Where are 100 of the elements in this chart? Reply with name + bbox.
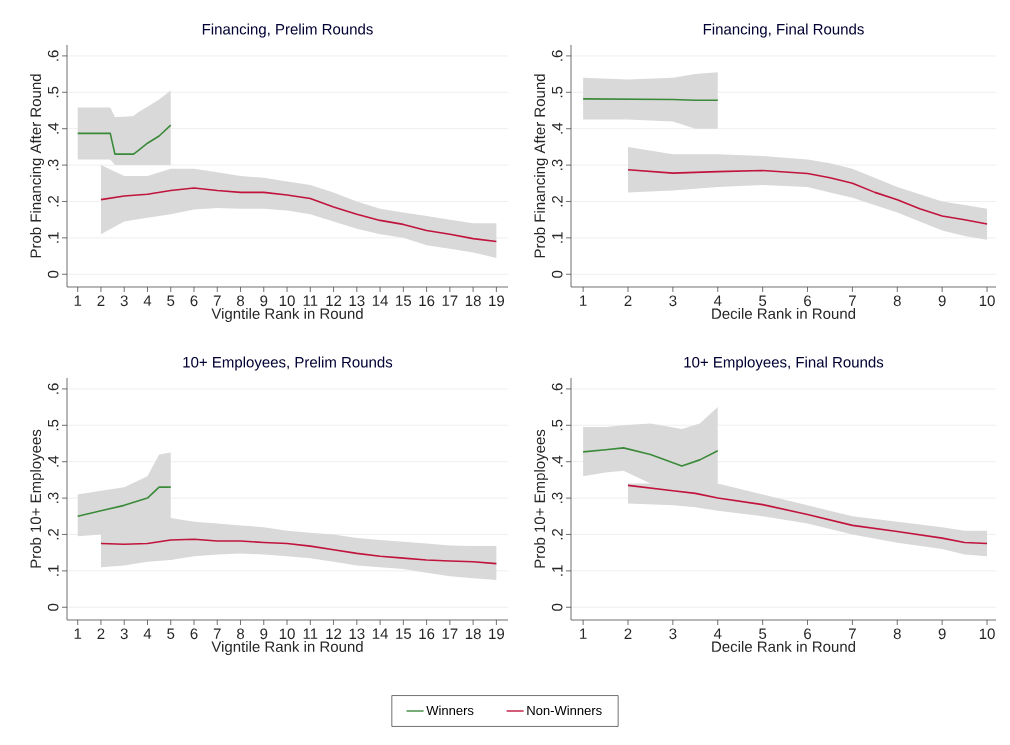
y-tick-label: .2 bbox=[48, 195, 59, 207]
x-tick-label: 11 bbox=[303, 628, 318, 639]
y-tick-label: .6 bbox=[551, 383, 563, 394]
x-tick-label: 13 bbox=[349, 295, 365, 307]
y-tick-label: .3 bbox=[47, 159, 59, 170]
y-tick-label: .5 bbox=[552, 86, 563, 98]
x-tick-label: 10 bbox=[279, 628, 295, 640]
x-tick-label: 2 bbox=[624, 295, 632, 306]
y-tick-label: .4 bbox=[552, 455, 563, 467]
x-tick-label: 17 bbox=[442, 628, 458, 639]
x-tick-label: 19 bbox=[489, 295, 504, 307]
y-tick-label: .6 bbox=[47, 50, 59, 61]
chart-title: Financing, Final Rounds bbox=[703, 23, 864, 38]
y-tick-label: 0 bbox=[47, 270, 59, 278]
x-tick-label: 15 bbox=[396, 295, 412, 306]
y-tick-label: .6 bbox=[551, 50, 563, 61]
y-tick-label: .5 bbox=[48, 419, 59, 431]
y-tick-label: .3 bbox=[551, 492, 563, 503]
y-tick-label: .4 bbox=[48, 122, 59, 134]
chart-title: 10+ Employees, Prelim Rounds bbox=[183, 356, 393, 371]
x-tick-label: 4 bbox=[143, 628, 152, 639]
y-tick-label: 0 bbox=[551, 270, 563, 278]
x-tick-label: 5 bbox=[167, 295, 175, 306]
y-tick-label: .4 bbox=[552, 122, 563, 134]
x-tick-label: 8 bbox=[893, 628, 901, 640]
chart-title: Financing, Prelim Rounds bbox=[202, 23, 373, 38]
y-tick-label: .5 bbox=[48, 86, 59, 98]
x-tick-label: 5 bbox=[167, 628, 175, 639]
y-tick-label: 0 bbox=[551, 603, 563, 611]
x-tick-label: 6 bbox=[804, 295, 812, 307]
y-axis-title: Prob Financing After Round bbox=[534, 74, 549, 258]
y-tick-label: .1 bbox=[552, 232, 563, 243]
x-tick-label: 13 bbox=[349, 628, 365, 640]
y-axis-title: Prob Financing After Round bbox=[30, 74, 45, 258]
x-tick-label: 5 bbox=[759, 295, 767, 306]
y-tick-label: .6 bbox=[47, 383, 59, 394]
x-tick-label: 6 bbox=[190, 628, 198, 640]
x-tick-label: 9 bbox=[938, 628, 946, 640]
x-tick-label: 14 bbox=[372, 295, 388, 306]
x-tick-label: 10 bbox=[979, 628, 995, 640]
y-tick-label: .4 bbox=[48, 455, 59, 467]
x-tick-label: 3 bbox=[669, 295, 677, 307]
line-series bbox=[100, 538, 498, 565]
x-tick-label: 16 bbox=[419, 295, 435, 307]
y-axis-title: Prob 10+ Employees bbox=[534, 429, 549, 568]
y-tick-label: .2 bbox=[48, 528, 59, 540]
x-tick-label: 1 bbox=[580, 295, 587, 306]
x-tick-label: 19 bbox=[489, 628, 504, 640]
x-tick-label: 3 bbox=[120, 295, 128, 307]
x-tick-label: 7 bbox=[848, 295, 856, 306]
x-tick-label: 5 bbox=[759, 628, 767, 639]
line-series bbox=[76, 486, 172, 518]
x-tick-label: 3 bbox=[669, 628, 677, 640]
x-tick-label: 2 bbox=[97, 628, 105, 639]
legend-label: Non-Winners bbox=[527, 705, 602, 716]
x-tick-label: 14 bbox=[372, 628, 388, 639]
x-axis-title: Decile Rank in Round bbox=[712, 640, 856, 652]
x-tick-label: 6 bbox=[804, 628, 812, 640]
x-tick-label: 15 bbox=[396, 628, 412, 639]
x-tick-label: 18 bbox=[465, 295, 481, 307]
x-tick-label: 4 bbox=[713, 295, 722, 306]
chart-title: 10+ Employees, Final Rounds bbox=[684, 356, 884, 371]
y-tick-label: .3 bbox=[47, 492, 59, 503]
x-tick-label: 9 bbox=[260, 628, 268, 640]
x-tick-label: 7 bbox=[213, 295, 221, 306]
x-axis-title: Vigntile Rank in Round bbox=[211, 307, 363, 322]
x-tick-label: 9 bbox=[260, 295, 268, 307]
x-tick-label: 6 bbox=[190, 295, 198, 307]
legend-label: Winners bbox=[426, 705, 474, 716]
x-tick-label: 4 bbox=[713, 628, 722, 639]
x-tick-label: 11 bbox=[303, 295, 318, 306]
x-tick-label: 2 bbox=[624, 628, 632, 639]
line-series bbox=[582, 447, 719, 467]
y-axis-title: Prob 10+ Employees bbox=[30, 429, 45, 568]
y-tick-label: 0 bbox=[47, 603, 59, 611]
line-series bbox=[627, 169, 988, 225]
y-tick-label: .2 bbox=[552, 528, 563, 540]
x-tick-label: 1 bbox=[74, 628, 82, 639]
y-tick-label: .3 bbox=[551, 159, 563, 170]
x-tick-label: 10 bbox=[279, 295, 295, 307]
x-tick-label: 1 bbox=[74, 295, 82, 306]
x-tick-label: 12 bbox=[326, 295, 342, 306]
line-series bbox=[627, 484, 988, 545]
x-tick-label: 10 bbox=[979, 295, 995, 307]
x-tick-label: 17 bbox=[442, 295, 458, 306]
x-tick-label: 16 bbox=[419, 628, 435, 640]
y-tick-label: .1 bbox=[552, 565, 563, 576]
x-tick-label: 3 bbox=[120, 628, 128, 640]
x-tick-label: 9 bbox=[938, 295, 946, 307]
x-tick-label: 2 bbox=[97, 295, 105, 306]
x-tick-label: 8 bbox=[237, 628, 245, 640]
x-tick-label: 12 bbox=[326, 628, 342, 639]
x-tick-label: 8 bbox=[893, 295, 901, 307]
x-tick-label: 7 bbox=[848, 628, 856, 639]
y-tick-label: .1 bbox=[48, 232, 59, 243]
x-axis-title: Vigntile Rank in Round bbox=[211, 640, 363, 655]
x-tick-label: 1 bbox=[580, 628, 587, 639]
x-axis-title: Decile Rank in Round bbox=[712, 307, 856, 319]
y-tick-label: .1 bbox=[48, 565, 59, 576]
x-tick-label: 7 bbox=[213, 628, 221, 639]
